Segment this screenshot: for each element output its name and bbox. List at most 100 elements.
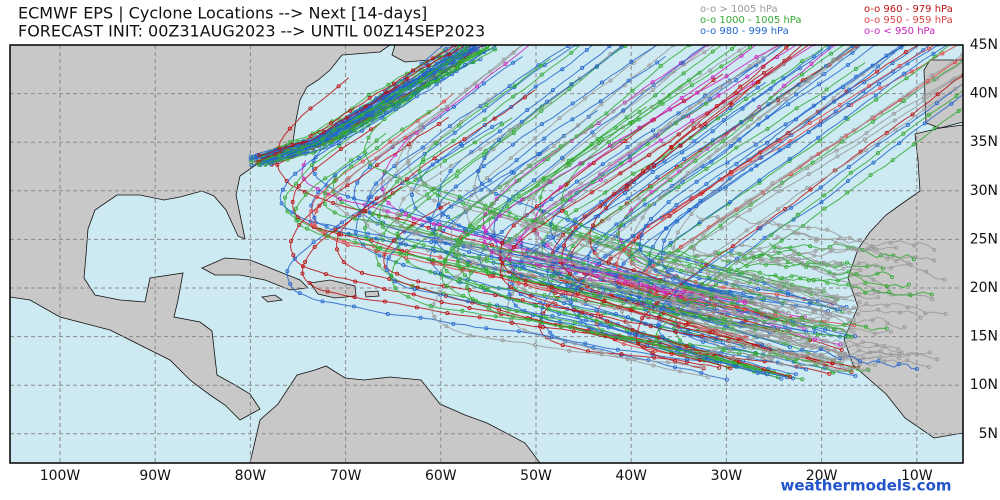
track-point xyxy=(721,118,726,123)
track-point xyxy=(565,217,570,222)
longitude-label: 60W xyxy=(425,468,457,484)
track-point xyxy=(510,314,515,319)
track-point xyxy=(889,265,894,270)
track-point xyxy=(660,334,665,339)
track-point xyxy=(747,344,752,349)
track-point xyxy=(532,40,535,43)
track xyxy=(482,45,708,299)
track-point xyxy=(800,59,805,64)
track-point xyxy=(570,117,575,122)
track-point xyxy=(391,81,396,86)
track-point xyxy=(570,157,575,162)
track-point xyxy=(804,264,809,269)
track-point xyxy=(633,274,638,279)
track-point xyxy=(680,316,685,321)
track-point xyxy=(587,268,592,273)
track-point xyxy=(705,45,710,47)
track-point xyxy=(727,176,732,181)
track-point xyxy=(870,115,875,120)
track-point xyxy=(935,357,940,362)
track-point xyxy=(811,352,816,357)
track-point xyxy=(520,223,525,228)
track xyxy=(355,45,724,343)
tracks xyxy=(248,34,964,382)
track-point xyxy=(560,67,565,72)
track-point xyxy=(290,199,295,204)
track-point xyxy=(807,337,812,342)
track-point xyxy=(683,293,688,298)
track-point xyxy=(454,237,459,242)
track-point xyxy=(865,367,870,372)
track-point xyxy=(332,173,337,178)
track-point xyxy=(871,160,876,165)
track-point xyxy=(750,328,755,333)
track-point xyxy=(827,270,832,275)
track-point xyxy=(756,122,761,127)
track-point xyxy=(626,78,631,83)
track-point xyxy=(599,313,604,318)
track-point xyxy=(791,322,796,327)
track-point xyxy=(607,162,612,167)
track-point xyxy=(374,181,379,186)
track-point xyxy=(320,299,325,304)
track-point xyxy=(425,192,430,197)
track-point xyxy=(389,273,394,278)
track-point xyxy=(693,159,698,164)
track-point xyxy=(873,263,878,268)
track-point xyxy=(719,64,724,69)
track-point xyxy=(814,259,819,264)
track-point xyxy=(833,109,838,114)
track-point xyxy=(806,225,811,230)
track-point xyxy=(293,171,298,176)
track-point xyxy=(511,237,516,242)
track-point xyxy=(488,274,493,279)
track-point xyxy=(613,234,618,239)
track-point xyxy=(473,81,478,86)
track-point xyxy=(961,34,964,37)
track-point xyxy=(393,286,398,291)
track-point xyxy=(723,185,728,190)
track-point xyxy=(431,261,436,266)
track-point xyxy=(806,172,811,177)
track-point xyxy=(484,103,489,108)
track-point xyxy=(608,78,613,83)
track-point xyxy=(783,207,788,212)
track-point xyxy=(511,131,516,136)
track-point xyxy=(834,240,839,245)
track-point xyxy=(499,229,504,234)
track-point xyxy=(841,343,846,348)
track-point xyxy=(333,227,338,232)
longitude-label: 80W xyxy=(235,468,267,484)
track-point xyxy=(815,332,820,337)
track-point xyxy=(619,309,624,314)
track-point xyxy=(393,107,398,112)
track-point xyxy=(325,234,330,239)
track-point xyxy=(716,251,721,256)
track-point xyxy=(573,251,578,256)
track-point xyxy=(603,178,608,183)
track-point xyxy=(922,107,927,112)
track-point xyxy=(530,218,535,223)
track-point xyxy=(293,181,298,186)
track-point xyxy=(316,190,321,195)
track-point xyxy=(374,138,379,143)
track-point xyxy=(783,97,788,102)
track-point xyxy=(629,252,634,257)
track-point xyxy=(541,242,546,247)
track-point xyxy=(927,46,932,51)
track xyxy=(301,185,830,375)
track-point xyxy=(717,365,722,370)
track-point xyxy=(276,153,281,158)
track-point xyxy=(586,240,591,245)
track-point xyxy=(857,300,862,305)
axis-labels: 100W 90W 80W 70W 60W 50W 40W 30W 20W 10W 45N 40N 35N… xyxy=(40,37,998,484)
track-point xyxy=(729,252,734,257)
track-point xyxy=(735,214,740,219)
track-point xyxy=(733,280,738,285)
track-point xyxy=(604,206,609,211)
track-point xyxy=(631,171,636,176)
track xyxy=(265,49,483,166)
track-point xyxy=(724,377,729,382)
track-point xyxy=(674,262,679,267)
